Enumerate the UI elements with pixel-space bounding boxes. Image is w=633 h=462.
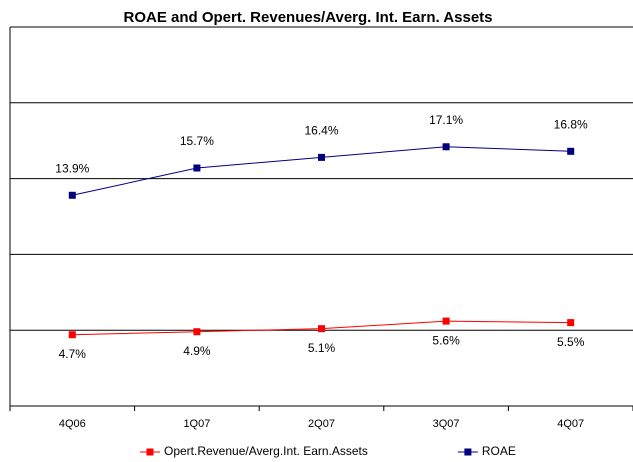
x-tick-label: 1Q07 — [183, 418, 210, 430]
data-label: 4.7% — [59, 347, 87, 361]
marker — [68, 191, 76, 199]
legend-label: ROAE — [482, 444, 516, 458]
data-label: 5.1% — [308, 341, 336, 355]
legend-marker — [146, 448, 154, 456]
marker — [193, 328, 201, 336]
data-label: 5.5% — [557, 335, 585, 349]
legend-label: Opert.Revenue/Averg.Int. Earn.Assets — [164, 444, 368, 458]
data-label: 16.8% — [554, 117, 588, 131]
marker — [567, 147, 575, 155]
chart-title: ROAE and Opert. Revenues/Averg. Int. Ear… — [124, 9, 493, 26]
data-label: 16.4% — [304, 124, 338, 138]
data-label: 15.7% — [180, 134, 214, 148]
marker — [318, 325, 325, 333]
x-tick-label: 4Q07 — [557, 418, 584, 430]
data-label: 5.6% — [432, 333, 460, 347]
data-label: 13.9% — [55, 161, 89, 175]
x-tick-label: 2Q07 — [308, 418, 335, 430]
marker — [442, 317, 450, 325]
data-label: 4.9% — [183, 344, 211, 358]
legend-marker — [464, 448, 472, 456]
data-label: 17.1% — [429, 113, 463, 127]
marker — [318, 153, 325, 161]
x-tick-label: 3Q07 — [433, 418, 460, 430]
marker — [68, 331, 76, 339]
marker — [193, 164, 201, 172]
marker — [442, 143, 450, 151]
marker — [567, 319, 575, 327]
x-tick-label: 4Q06 — [59, 418, 86, 430]
